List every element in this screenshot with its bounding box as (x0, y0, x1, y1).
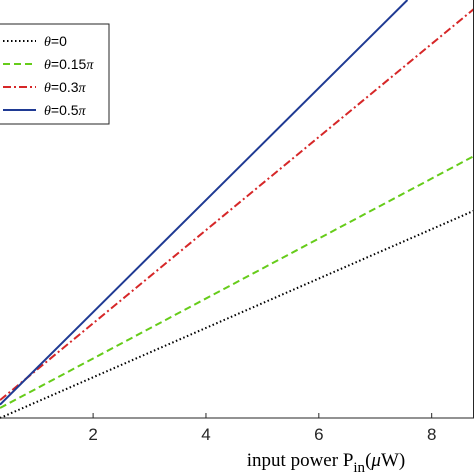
legend-box (0, 23, 110, 125)
legend: θ=0 θ=0.15π θ=0.3π θ=0.5π (0, 23, 110, 125)
series-line-2 (0, 8, 474, 401)
legend-entry-1: θ=0.15π (3, 56, 94, 73)
series-line-3 (0, 0, 409, 406)
series-line-1 (0, 155, 474, 409)
legend-label-2: θ=0.3π (44, 79, 87, 96)
x-tick-label-2: 6 (314, 425, 323, 444)
legend-label-3: θ=0.5π (44, 102, 87, 119)
legend-label-0: θ=0 (44, 33, 67, 50)
x-tick-label-1: 4 (201, 425, 210, 444)
legend-entry-0: θ=0 (3, 33, 67, 50)
legend-label-1: θ=0.15π (44, 56, 94, 73)
series-layer (0, 0, 474, 419)
x-tick-label-3: 8 (427, 425, 436, 444)
x-axis-title: input power Pin(μW) (247, 450, 405, 474)
legend-entry-3: θ=0.5π (3, 102, 87, 119)
x-tick-label-0: 2 (88, 425, 97, 444)
tick-layer: 2 4 6 8 (88, 413, 436, 444)
legend-entry-2: θ=0.3π (3, 79, 87, 96)
